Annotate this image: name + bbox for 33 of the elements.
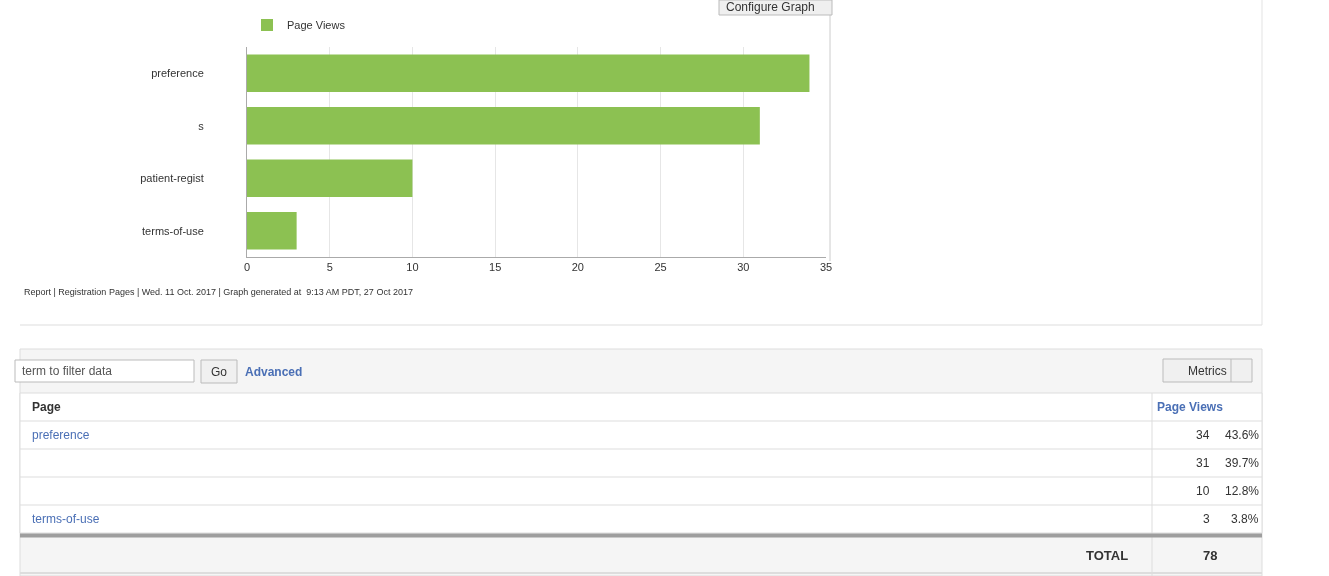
data-label: 34 — [1196, 428, 1210, 442]
text: 43.6% — [1225, 428, 1260, 442]
series-label: Page Views — [1157, 400, 1224, 414]
data-label: 31 — [1196, 456, 1210, 470]
x-tick-label: 25 — [654, 261, 667, 274]
text: Page — [32, 400, 62, 414]
text: Metrics — [1188, 364, 1227, 378]
x-tick-label: 0 — [243, 261, 251, 274]
data-label: 10 — [1196, 484, 1210, 498]
legend-label: Page Views — [287, 19, 346, 32]
text: Configure Graph — [726, 0, 815, 14]
x-tick-label: 35 — [819, 261, 833, 274]
category-label: terms-of-use — [32, 512, 100, 526]
x-tick-label: 5 — [326, 261, 333, 274]
x-tick-label: 30 — [737, 261, 750, 274]
x-tick-label: 15 — [489, 261, 502, 274]
text: TOTAL — [1086, 548, 1129, 563]
text: Report | Registration Pages | Wed. 11 Oct. 2017 | Graph generated at 9:13 AM PDT, 27 Oct 2017 — [24, 287, 413, 297]
text: 78 — [1203, 548, 1218, 563]
text: term to filter data — [22, 364, 113, 378]
x-tick-label: 10 — [406, 261, 419, 274]
y-tick-label: s — [198, 119, 205, 132]
text: Go — [211, 365, 228, 379]
y-tick-label: terms-of-use — [142, 224, 204, 237]
category-label: preference — [32, 428, 90, 442]
text: 39.7% — [1225, 456, 1260, 470]
y-tick-label: preference — [151, 67, 204, 80]
data-label: 3 — [1203, 512, 1210, 526]
x-tick-label: 20 — [571, 261, 584, 274]
text: 12.8% — [1225, 484, 1260, 498]
text: Advanced — [245, 365, 303, 379]
y-tick-label: patient-regist — [140, 172, 204, 185]
text: 3.8% — [1231, 512, 1259, 526]
